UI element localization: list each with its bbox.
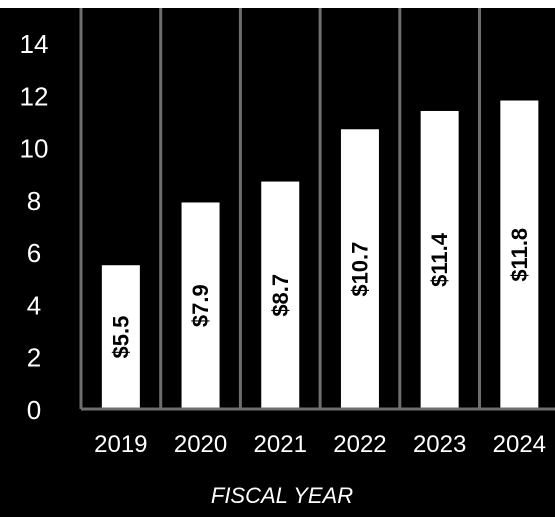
data-label-2021: $8.7	[268, 274, 293, 317]
y-tick-label-8: 8	[27, 186, 41, 216]
y-tick-label-12: 12	[20, 81, 49, 111]
x-axis-ticks: 2019 2020 2021 2022 2023 2024	[94, 431, 546, 458]
bar-2023	[420, 110, 459, 409]
bars	[101, 100, 539, 409]
bar-2022	[340, 129, 379, 409]
data-label-2024: $11.8	[507, 228, 532, 282]
x-axis-title: FISCAL YEAR	[211, 483, 353, 508]
x-tick-label-2021: 2021	[254, 431, 307, 458]
bar-2019	[101, 265, 140, 409]
x-tick-label-2019: 2019	[94, 431, 147, 458]
y-tick-label-2: 2	[27, 343, 41, 373]
y-tick-label-14: 14	[20, 29, 49, 59]
y-tick-label-4: 4	[27, 290, 41, 320]
bar-2024	[500, 100, 539, 409]
x-tick-label-2020: 2020	[174, 431, 227, 458]
data-labels: $5.5 $7.9 $8.7 $10.7 $11.4 $11.8	[108, 228, 531, 359]
x-tick-label-2024: 2024	[493, 431, 546, 458]
x-tick-label-2022: 2022	[333, 431, 386, 458]
x-tick-label-2023: 2023	[413, 431, 466, 458]
data-label-2020: $7.9	[188, 284, 213, 327]
y-tick-label-0: 0	[27, 395, 41, 425]
data-label-2023: $11.4	[427, 232, 452, 287]
top-border-band	[0, 0, 555, 8]
y-tick-label-6: 6	[27, 238, 41, 268]
data-label-2022: $10.7	[347, 242, 372, 297]
category-dividers	[79, 8, 481, 409]
y-tick-label-10: 10	[20, 134, 49, 164]
bar-2021	[261, 181, 300, 409]
bar-2020	[181, 202, 220, 409]
data-label-2019: $5.5	[108, 316, 133, 359]
y-axis-ticks: 0 2 4 6 8 10 12 14	[20, 29, 49, 425]
